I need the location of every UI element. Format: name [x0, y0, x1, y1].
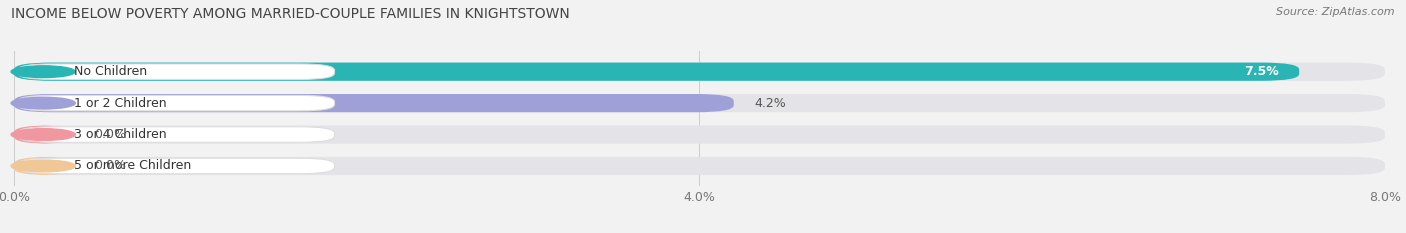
Circle shape [11, 97, 76, 109]
Text: 0.0%: 0.0% [94, 128, 127, 141]
FancyBboxPatch shape [14, 125, 1385, 144]
Text: 4.2%: 4.2% [755, 97, 786, 110]
FancyBboxPatch shape [14, 125, 75, 144]
Text: INCOME BELOW POVERTY AMONG MARRIED-COUPLE FAMILIES IN KNIGHTSTOWN: INCOME BELOW POVERTY AMONG MARRIED-COUPL… [11, 7, 569, 21]
FancyBboxPatch shape [17, 158, 335, 174]
FancyBboxPatch shape [17, 64, 335, 79]
FancyBboxPatch shape [17, 127, 335, 142]
FancyBboxPatch shape [14, 63, 1385, 81]
FancyBboxPatch shape [14, 94, 1385, 112]
Text: 0.0%: 0.0% [94, 159, 127, 172]
Text: 3 or 4 Children: 3 or 4 Children [75, 128, 167, 141]
Text: 7.5%: 7.5% [1244, 65, 1278, 78]
Circle shape [11, 66, 76, 78]
FancyBboxPatch shape [14, 94, 734, 112]
Text: 1 or 2 Children: 1 or 2 Children [75, 97, 167, 110]
Text: No Children: No Children [75, 65, 148, 78]
Circle shape [11, 160, 76, 172]
Text: 5 or more Children: 5 or more Children [75, 159, 191, 172]
FancyBboxPatch shape [14, 157, 75, 175]
Circle shape [11, 129, 76, 140]
Text: Source: ZipAtlas.com: Source: ZipAtlas.com [1277, 7, 1395, 17]
FancyBboxPatch shape [14, 63, 1299, 81]
FancyBboxPatch shape [14, 157, 1385, 175]
FancyBboxPatch shape [17, 95, 335, 111]
